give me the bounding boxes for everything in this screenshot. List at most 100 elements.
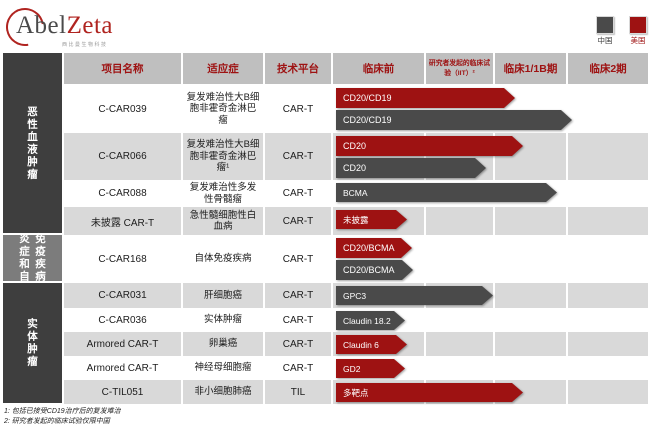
table-header-row: 项目名称 适应症 技术平台 临床前 研究者发起的临床试验（IIT）² 临床1/1…: [64, 53, 648, 84]
platform: CAR-T: [282, 103, 314, 115]
platform: CAR-T: [265, 133, 331, 180]
indication: 自体免疫疾病: [194, 253, 252, 265]
indication: 肝细胞癌: [183, 283, 263, 308]
stage-cell: [426, 180, 493, 207]
project-name: C-CAR031: [64, 283, 181, 308]
platform: CAR-T: [282, 253, 314, 265]
stage-cell: [568, 283, 648, 308]
platform: TIL: [265, 380, 331, 404]
stage-cell: [568, 332, 648, 356]
us-color-swatch: [629, 16, 647, 34]
stage-cell: [333, 380, 424, 404]
project-name: C-CAR088: [98, 188, 147, 199]
stage-cell: [333, 308, 424, 332]
stage-cell: [495, 207, 566, 235]
indication: 非小细胞肺癌: [183, 380, 263, 404]
stage-cell: [426, 356, 493, 380]
footnote-2: 2: 研究者发起的临床试验仅限中国: [4, 418, 110, 426]
logo-wordmark: AbelZeta: [16, 12, 113, 40]
category-label: 实体肿瘤: [26, 318, 38, 368]
pipeline-table: 恶性血液肿瘤 炎症和自 免疫疾病 实体肿瘤 项目名称 适应症 技术平台 临床前 …: [3, 53, 648, 404]
col-header-preclinical: 临床前: [333, 53, 424, 84]
stage-cell: [568, 308, 648, 332]
indication: 急性髓细胞性白血病: [183, 207, 263, 235]
legend-item-us: 美国: [628, 16, 648, 46]
category-label: 恶性血液肿瘤: [26, 105, 38, 181]
table-row: C-CAR039 复发难治性大B细胞非霍奇金淋巴瘤 CAR-T CD20/CD1…: [64, 85, 648, 133]
category-label-line1: 炎症和自: [18, 233, 30, 283]
col-header-iit: 研究者发起的临床试验（IIT）²: [426, 53, 493, 84]
stage-cell: [495, 283, 566, 308]
stage-cell: [495, 133, 566, 180]
indication: 复发难治性大B细胞非霍奇金淋巴瘤: [186, 91, 260, 126]
stage-cell: [568, 235, 648, 283]
table-row: C-CAR066 复发难治性大B细胞非霍奇金淋巴瘤¹ CAR-T CD20 CD…: [64, 133, 648, 180]
project-name: C-CAR168: [98, 253, 147, 265]
stage-cell: [333, 235, 424, 283]
table-row: Armored CAR-T 卵巢癌 CAR-T Claudin 6: [64, 332, 648, 356]
stage-cell: [568, 207, 648, 235]
table-row: C-CAR031 肝细胞癌 CAR-T GPC3: [64, 283, 648, 308]
table-row: C-CAR088 复发难治性多发性骨髓瘤 CAR-T BCMA: [64, 180, 648, 207]
table-body: 项目名称 适应症 技术平台 临床前 研究者发起的临床试验（IIT）² 临床1/1…: [64, 53, 648, 404]
stage-cell: [426, 283, 493, 308]
category-hematologic-malignancies: 恶性血液肿瘤: [3, 53, 62, 233]
indication: 卵巢癌: [183, 332, 263, 356]
stage-cell: [426, 85, 493, 133]
stage-cell: [333, 133, 424, 180]
logo-zeta: Zeta: [66, 12, 114, 39]
stage-cell: [426, 235, 493, 283]
legend-label-us: 美国: [630, 36, 646, 45]
category-label: 炎症和自 免疫疾病: [17, 233, 48, 283]
project-name: Armored CAR-T: [86, 362, 159, 374]
stage-cell: [568, 85, 648, 133]
platform: CAR-T: [265, 332, 331, 356]
stage-cell: [333, 85, 424, 133]
col-header-phase1: 临床1/1B期: [495, 53, 566, 84]
indication: 神经母细胞瘤: [194, 362, 252, 374]
logo-abel: Abel: [16, 12, 67, 39]
platform: CAR-T: [282, 314, 314, 326]
china-color-swatch: [596, 16, 614, 34]
stage-cell: [426, 133, 493, 180]
project-name: C-CAR036: [98, 314, 147, 326]
stage-cell: [495, 85, 566, 133]
stage-cell: [426, 207, 493, 235]
col-header-indication: 适应症: [183, 53, 263, 84]
col-header-platform: 技术平台: [265, 53, 331, 84]
footnotes: 1: 包括已接受CD19治疗后的复发难治 2: 研究者发起的临床试验仅限中国: [4, 407, 121, 427]
region-legend: 中国 美国: [595, 16, 648, 46]
project-name: C-CAR066: [64, 133, 181, 180]
platform: CAR-T: [265, 283, 331, 308]
table-row: C-TIL051 非小细胞肺癌 TIL 多靶点: [64, 380, 648, 404]
indication: 复发难治性多发性骨髓瘤: [189, 182, 257, 205]
logo-tagline: 西比曼生物科技: [62, 42, 108, 48]
stage-cell: [568, 180, 648, 207]
stage-cell: [568, 356, 648, 380]
stage-cell: [333, 356, 424, 380]
stage-cell: [333, 332, 424, 356]
platform: CAR-T: [265, 207, 331, 235]
category-inflammation-autoimmune: 炎症和自 免疫疾病: [3, 233, 62, 283]
stage-cell: [495, 332, 566, 356]
indication: 复发难治性大B细胞非霍奇金淋巴瘤¹: [183, 133, 263, 180]
project-name: C-CAR039: [98, 103, 147, 115]
stage-cell: [333, 207, 424, 235]
col-header-project: 项目名称: [64, 53, 181, 84]
table-row: Armored CAR-T 神经母细胞瘤 CAR-T GD2: [64, 356, 648, 380]
stage-cell: [495, 308, 566, 332]
stage-cell: [568, 380, 648, 404]
stage-cell: [495, 380, 566, 404]
table-row: C-CAR168 自体免疫疾病 CAR-T CD20/BCMA CD20/BCM…: [64, 235, 648, 283]
stage-cell: [333, 283, 424, 308]
col-header-phase2: 临床2期: [568, 53, 648, 84]
category-label-line2: 免疫疾病: [34, 233, 46, 283]
company-logo: AbelZeta 西比曼生物科技: [0, 0, 136, 54]
project-name: Armored CAR-T: [64, 332, 181, 356]
stage-cell: [426, 380, 493, 404]
project-name: C-TIL051: [64, 380, 181, 404]
stage-cell: [426, 308, 493, 332]
stage-cell: [568, 133, 648, 180]
stage-cell: [333, 180, 424, 207]
